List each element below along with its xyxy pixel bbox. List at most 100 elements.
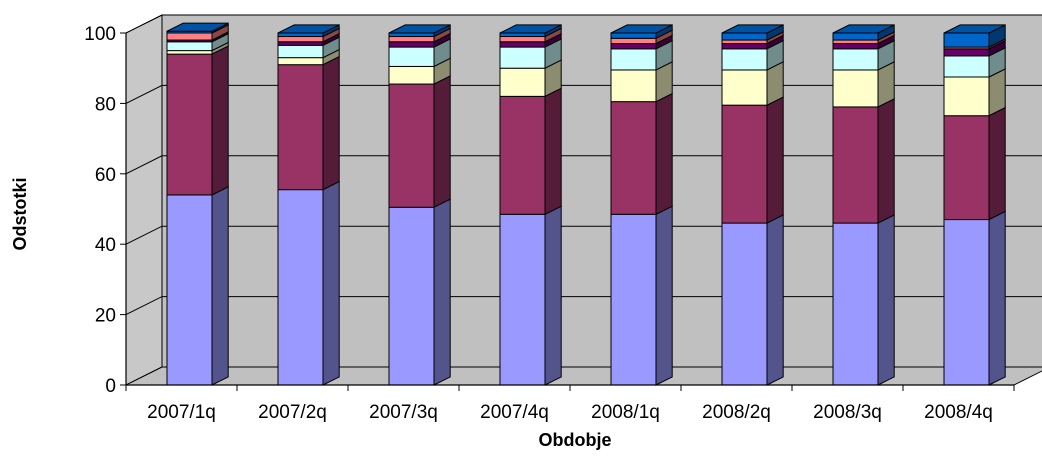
axes [120, 32, 1015, 391]
bar-top [721, 24, 784, 34]
bar-segment-side [433, 198, 451, 386]
bar-segment-front [943, 55, 990, 78]
bar-segment-side [655, 205, 673, 386]
bar-segment-front [943, 219, 990, 386]
y-tick-labels: 0 20 40 60 80 100 [84, 24, 116, 397]
bar-segment-front [610, 48, 657, 71]
bar-segment-front [610, 43, 657, 50]
bar-segment-front [832, 106, 879, 224]
bar-segment-front [277, 32, 324, 38]
x-category-label: 2008/4q [924, 402, 993, 423]
bar-segment-side [544, 205, 562, 386]
bar-segment-front [388, 41, 435, 48]
bar-segment-front [166, 41, 213, 52]
bar-segment-side [766, 214, 784, 386]
bar-segment-front [277, 189, 324, 386]
bar-segment-side [988, 106, 1006, 221]
bar-segment-side [211, 186, 229, 386]
bar-segment-front [388, 46, 435, 67]
bar-top [943, 24, 1006, 34]
bar-segment-side [988, 210, 1006, 386]
bar-segment-front [832, 222, 879, 386]
chart-walls [125, 14, 1042, 386]
bar-segment-front [721, 69, 768, 106]
bar-segment-front [277, 36, 324, 43]
bars [166, 22, 1006, 386]
bar-segment-front [610, 101, 657, 215]
bar-segment-front [721, 104, 768, 224]
bar-segment-front [166, 194, 213, 386]
bar-segment-front [499, 95, 546, 215]
bar-segment-front [166, 53, 213, 196]
bar-segment-side [322, 55, 340, 191]
bar-segment-front [610, 69, 657, 103]
bar-segment-front [388, 36, 435, 43]
y-axis-title: Odstotki [10, 177, 30, 250]
bar-segment-front [721, 43, 768, 50]
bar-stack [943, 24, 1006, 386]
bar-segment-side [877, 214, 895, 386]
bar-segment-front [277, 64, 324, 191]
x-category-label: 2007/1q [147, 402, 216, 423]
x-category-label: 2007/3q [369, 402, 438, 423]
bar-segment-front [166, 50, 213, 55]
bar-segment-front [943, 115, 990, 221]
bar-segment-front [388, 83, 435, 208]
bar-stack [277, 24, 340, 386]
bar-segment-front [388, 206, 435, 386]
bar-segment-front [277, 41, 324, 46]
bar-segment-front [499, 36, 546, 43]
bar-segment-front [166, 32, 213, 41]
bar-stack [166, 22, 229, 386]
bar-stack [388, 24, 451, 386]
bar-segment-front [721, 32, 768, 41]
side-wall [125, 14, 163, 386]
bar-segment-front [499, 213, 546, 386]
bar-segment-front [277, 57, 324, 66]
bar-segment-front [499, 32, 546, 38]
x-category-label: 2008/3q [813, 402, 882, 423]
bar-segment-front [277, 44, 324, 59]
bar-top [610, 24, 673, 34]
bar-segment-front [499, 46, 546, 69]
bar-top [166, 22, 229, 32]
bar-top [277, 24, 340, 34]
bar-segment-front [499, 41, 546, 48]
bar-segment-front [943, 32, 990, 48]
bar-segment-front [388, 65, 435, 85]
floor [125, 366, 1042, 386]
gridline [125, 14, 1042, 34]
bar-top [499, 24, 562, 34]
bar-segment-side [877, 98, 895, 224]
bar-segment-side [433, 75, 451, 209]
y-tick-label: 80 [95, 94, 116, 115]
bar-top [388, 24, 451, 34]
x-category-label: 2008/1q [591, 402, 660, 423]
x-category-label: 2008/2q [702, 402, 771, 423]
x-category-labels: 2007/1q 2007/2q 2007/3q 2007/4q 2008/1q 2008/… [147, 402, 993, 423]
x-axis-title: Obdobje [539, 430, 612, 450]
bar-segment-side [655, 92, 673, 216]
bar-segment-front [721, 48, 768, 71]
bar-segment-front [721, 222, 768, 386]
bar-segment-side [544, 87, 562, 216]
bar-segment-front [499, 67, 546, 97]
bar-stack [610, 24, 673, 386]
y-tick-label: 20 [95, 306, 116, 327]
bar-segment-front [832, 48, 879, 71]
y-tick-label: 100 [84, 24, 116, 45]
y-tick-label: 40 [95, 235, 116, 256]
bar-segment-side [322, 180, 340, 386]
x-category-label: 2007/2q [258, 402, 327, 423]
bar-stack [832, 24, 895, 386]
y-tick-label: 60 [95, 165, 116, 186]
bar-segment-front [943, 76, 990, 117]
bar-segment-front [832, 69, 879, 108]
x-category-label: 2007/4q [480, 402, 549, 423]
bar-segment-front [832, 43, 879, 50]
bar-segment-front [721, 39, 768, 45]
bar-segment-front [388, 32, 435, 38]
bar-segment-side [766, 96, 784, 224]
